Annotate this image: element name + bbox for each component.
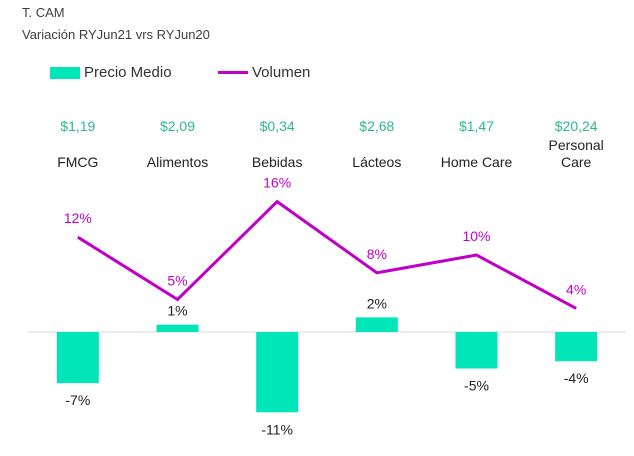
bar-data-label: -11% (261, 421, 293, 437)
bar-data-label: -5% (464, 378, 489, 394)
bar (555, 332, 598, 362)
category-label: Bebidas (252, 154, 303, 170)
bar (256, 332, 299, 413)
bar-data-label: -7% (65, 392, 90, 408)
bar-data-label: 1% (167, 303, 187, 319)
line-data-label: 5% (167, 273, 187, 289)
line-data-label: 12% (64, 210, 92, 226)
category-label: Lácteos (352, 154, 401, 170)
category-label: FMCG (57, 154, 98, 170)
bar (455, 332, 498, 369)
line-data-label: 4% (566, 281, 586, 297)
bar (156, 324, 199, 332)
price-label: $1,47 (459, 118, 494, 134)
line-data-label: 8% (367, 246, 387, 262)
line-data-label: 10% (462, 228, 490, 244)
legend-label-precio-medio: Precio Medio (84, 64, 172, 81)
bar-data-label: 2% (367, 295, 387, 311)
category-label: Alimentos (147, 154, 208, 170)
category-label: Care (561, 154, 592, 170)
price-label: $20,24 (555, 118, 598, 134)
bar (355, 317, 398, 332)
line-data-label: 16% (263, 175, 291, 191)
price-label: $2,09 (160, 118, 195, 134)
bar-data-label: -4% (564, 370, 589, 386)
legend-label-volumen: Volumen (252, 64, 311, 81)
legend-swatch-line (218, 71, 248, 74)
price-label: $2,68 (359, 118, 394, 134)
category-label: Personal (549, 137, 604, 153)
legend-swatch-bar (50, 66, 80, 79)
legend-item-precio-medio: Precio Medio (50, 64, 172, 81)
category-label: Home Care (441, 154, 513, 170)
chart-title: T. CAM (22, 5, 65, 20)
chart-subtitle: Variación RYJun21 vrs RYJun20 (22, 27, 210, 42)
legend-item-volumen: Volumen (218, 64, 310, 81)
price-label: $0,34 (260, 118, 295, 134)
price-label: $1,19 (60, 118, 95, 134)
volumen-line (77, 199, 577, 310)
bar (56, 332, 99, 384)
